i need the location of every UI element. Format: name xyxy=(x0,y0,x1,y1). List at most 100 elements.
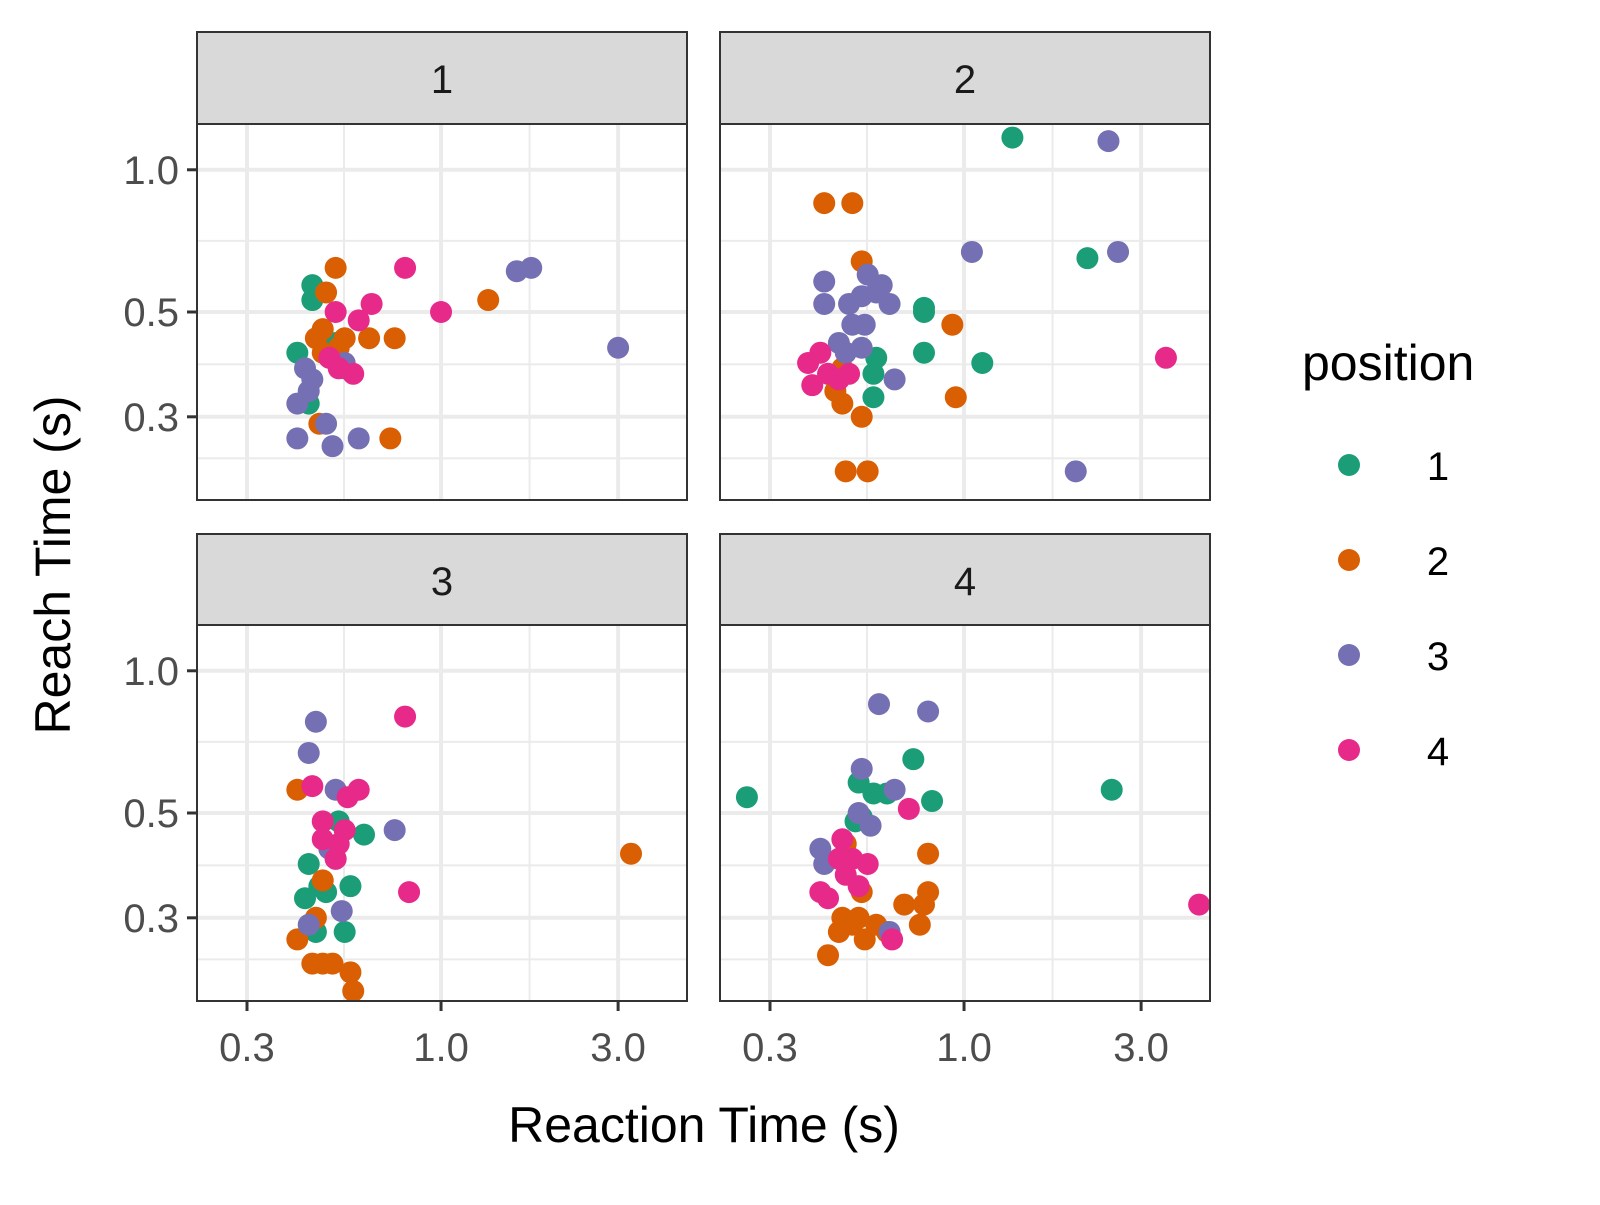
legend-label-4: 4 xyxy=(1427,730,1449,774)
facet-panel-2: 2 xyxy=(719,31,1211,501)
x-tick-label: 0.3 xyxy=(219,1026,275,1070)
data-point-position-3 xyxy=(813,270,836,293)
data-point-position-4 xyxy=(394,256,417,279)
data-point-position-2 xyxy=(944,386,967,409)
facet-panel-4: 4 0.3 1.0 3.0 xyxy=(719,533,1211,1070)
data-point-position-4 xyxy=(398,881,421,904)
data-point-position-2 xyxy=(342,979,365,1002)
data-point-position-4 xyxy=(311,828,334,851)
facet-strip xyxy=(719,31,1211,125)
data-point-position-2 xyxy=(321,952,344,975)
data-point-position-4 xyxy=(1154,346,1177,369)
data-point-position-1 xyxy=(1100,778,1123,801)
data-point-position-4 xyxy=(1188,893,1211,916)
legend-key-1 xyxy=(1338,454,1360,476)
data-point-position-3 xyxy=(304,710,327,733)
data-point-position-2 xyxy=(841,192,864,215)
y-tick-label: 0.5 xyxy=(123,291,179,335)
x-tick-label: 0.3 xyxy=(742,1026,798,1070)
data-point-position-2 xyxy=(856,460,879,483)
data-point-position-3 xyxy=(865,281,888,304)
data-point-position-3 xyxy=(813,292,836,315)
x-tick-label: 3.0 xyxy=(590,1026,646,1070)
data-point-position-2 xyxy=(315,281,338,304)
data-point-position-2 xyxy=(477,289,500,312)
facet-panel-1: 1 0.3 0.5 1.0 xyxy=(123,31,688,501)
data-point-position-3 xyxy=(315,412,338,435)
data-point-position-2 xyxy=(339,961,362,984)
data-point-position-3 xyxy=(850,757,873,780)
data-point-position-4 xyxy=(360,292,383,315)
data-point-position-2 xyxy=(379,427,402,450)
data-point-position-4 xyxy=(430,301,453,323)
data-point-position-1 xyxy=(862,362,885,385)
data-point-position-4 xyxy=(394,705,417,728)
data-point-position-2 xyxy=(358,327,381,350)
data-point-position-4 xyxy=(831,828,854,851)
data-point-position-3 xyxy=(883,368,906,391)
data-point-position-4 xyxy=(801,374,824,397)
data-point-position-4 xyxy=(301,775,324,798)
data-point-position-2 xyxy=(831,392,854,415)
data-point-position-2 xyxy=(620,842,643,865)
data-point-position-3 xyxy=(847,802,870,824)
data-point-position-2 xyxy=(834,460,857,483)
data-point-position-3 xyxy=(321,435,344,458)
y-tick-label: 0.3 xyxy=(123,897,179,941)
legend-label-3: 3 xyxy=(1427,635,1449,679)
data-point-position-2 xyxy=(850,405,873,428)
data-point-position-2 xyxy=(893,893,916,916)
data-point-position-1 xyxy=(862,386,885,409)
data-point-position-1 xyxy=(912,301,935,323)
data-point-position-2 xyxy=(383,327,406,350)
data-point-position-4 xyxy=(856,852,879,875)
y-tick-label: 1.0 xyxy=(123,149,179,193)
data-point-position-2 xyxy=(917,881,940,904)
facet-strip-label: 2 xyxy=(954,58,976,102)
facet-strip-label: 3 xyxy=(431,560,453,604)
data-point-position-3 xyxy=(917,700,940,723)
data-point-position-3 xyxy=(297,913,320,936)
data-point-position-3 xyxy=(294,357,317,380)
data-point-position-2 xyxy=(941,313,964,336)
data-point-position-3 xyxy=(853,313,876,336)
legend-title: position xyxy=(1302,335,1474,391)
data-point-position-1 xyxy=(339,875,362,898)
data-point-position-3 xyxy=(297,741,320,764)
panels-layer: 1 0.3 0.5 1.0 2 3 0.3 0.5 1.0 0.3 1.0 3.0 4 0.3 1.0 3.0 xyxy=(123,31,1211,1070)
data-point-position-3 xyxy=(286,427,309,450)
y-axis-title: Reach Time (s) xyxy=(25,396,81,735)
data-point-position-3 xyxy=(960,240,983,263)
x-tick-label: 3.0 xyxy=(1113,1026,1169,1070)
data-point-position-1 xyxy=(1076,247,1099,270)
x-tick-label: 1.0 xyxy=(936,1026,992,1070)
facet-strip-label: 4 xyxy=(954,560,976,604)
panel-border xyxy=(719,123,1211,501)
x-tick-label: 1.0 xyxy=(413,1026,469,1070)
facet-strip xyxy=(196,31,688,125)
data-point-position-2 xyxy=(324,256,347,279)
data-point-position-4 xyxy=(327,357,350,380)
data-point-position-4 xyxy=(817,887,840,910)
data-point-position-4 xyxy=(311,810,334,833)
x-axis-title: Reaction Time (s) xyxy=(508,1097,900,1153)
data-point-position-3 xyxy=(383,819,406,842)
y-tick-label: 0.5 xyxy=(123,792,179,836)
data-point-position-1 xyxy=(297,852,320,875)
data-point-position-3 xyxy=(1107,240,1130,263)
legend-key-2 xyxy=(1338,549,1360,571)
legend-label-2: 2 xyxy=(1427,540,1449,584)
data-point-position-1 xyxy=(735,786,758,809)
data-point-position-1 xyxy=(352,823,375,846)
data-point-position-1 xyxy=(333,920,356,943)
data-point-position-2 xyxy=(827,920,850,943)
legend: position 1 2 3 4 xyxy=(1302,335,1474,774)
data-point-position-2 xyxy=(817,944,840,967)
facet-strip xyxy=(196,533,688,627)
y-tick-label: 0.3 xyxy=(123,396,179,440)
data-point-position-3 xyxy=(850,336,873,359)
data-point-position-1 xyxy=(921,790,944,813)
data-point-position-1 xyxy=(902,748,925,771)
